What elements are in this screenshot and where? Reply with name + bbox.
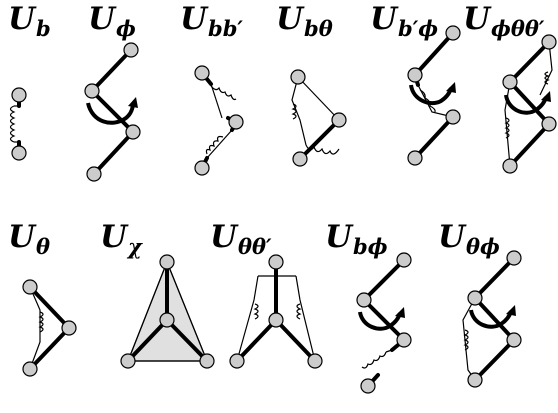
atom — [268, 312, 284, 328]
atom — [396, 332, 412, 348]
atom — [502, 74, 518, 90]
diagram-u-b-theta — [290, 69, 347, 167]
torsion-arrow — [86, 102, 135, 125]
atom — [290, 69, 306, 85]
label-u-theta-phi: Uθϕ — [438, 219, 500, 259]
atom — [229, 353, 245, 369]
atom — [159, 312, 175, 328]
atom — [11, 87, 27, 103]
atom — [228, 114, 244, 130]
atom — [86, 166, 102, 182]
label-u-bb-prime: Ubb′ — [180, 1, 243, 41]
atom — [541, 116, 557, 132]
diagram-u-bb-prime — [194, 65, 244, 176]
label-u-phi-theta-theta-prime: Uϕθθ′ — [463, 1, 545, 41]
atom — [356, 292, 372, 308]
label-u-theta: Uθ — [8, 219, 51, 259]
atom — [445, 109, 461, 125]
diagram-u-chi — [120, 254, 215, 369]
atom — [407, 150, 423, 166]
diagram-u-b-prime-phi — [407, 25, 461, 166]
label-u-b-phi: Ubϕ — [325, 219, 388, 259]
atom — [194, 160, 210, 176]
atom — [84, 83, 100, 99]
diagram-u-theta-theta-prime — [229, 254, 323, 369]
label-u-chi: Uχ — [100, 219, 142, 259]
atom — [61, 320, 77, 336]
label-u-b: Ub — [8, 1, 51, 41]
atom — [11, 145, 27, 161]
atom — [22, 279, 38, 295]
label-u-phi: Uϕ — [88, 1, 136, 41]
atom — [199, 353, 215, 369]
atom — [502, 158, 518, 174]
atom — [307, 353, 323, 369]
diagram-u-theta — [22, 279, 77, 377]
atom — [541, 34, 557, 50]
atom — [407, 67, 423, 83]
atom — [506, 332, 522, 348]
atom — [120, 353, 136, 369]
atom — [159, 254, 175, 270]
atom — [467, 372, 483, 388]
atom — [506, 250, 522, 266]
label-u-b-theta: Ubθ — [276, 1, 333, 41]
label-u-theta-theta-prime: Uθθ′ — [210, 219, 272, 259]
atom — [123, 42, 139, 58]
diagram-u-phi-theta-theta-prime — [502, 34, 557, 174]
atom — [467, 290, 483, 306]
atom — [331, 112, 347, 128]
atom — [292, 151, 308, 167]
label-u-b-prime-phi: Ub′ϕ — [370, 1, 439, 41]
diagram-u-b — [9, 87, 27, 161]
atom — [125, 124, 141, 140]
diagram-u-theta-phi — [462, 250, 522, 388]
atom — [360, 378, 376, 394]
diagram-u-b-phi — [356, 252, 412, 394]
atom — [268, 254, 284, 270]
diagram-u-phi — [84, 42, 141, 182]
atom — [445, 25, 461, 41]
atom — [194, 65, 210, 81]
arrowhead — [128, 97, 138, 108]
atom — [396, 252, 412, 268]
atom — [22, 361, 38, 377]
